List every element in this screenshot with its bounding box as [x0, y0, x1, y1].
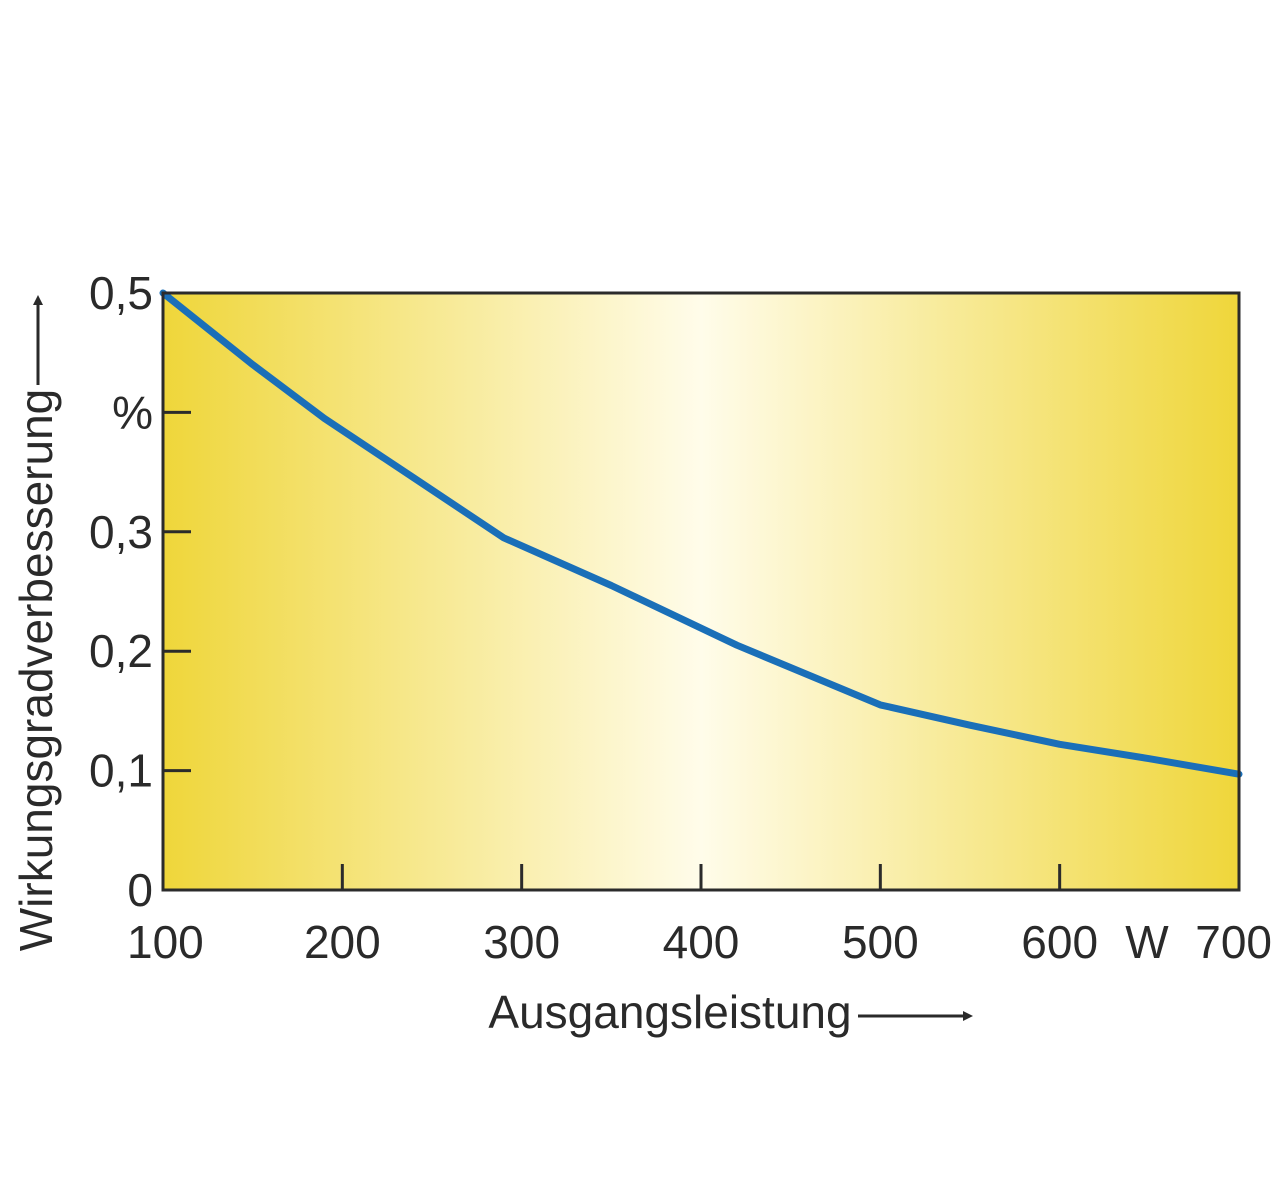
y-tick-label: 0,2	[89, 625, 153, 677]
y-axis-ticks: 0 0,1 0,2 0,3% 0,5	[89, 267, 191, 916]
x-tick-label: 500	[842, 916, 919, 968]
y-axis-title: Wirkungsgradverbesserung	[10, 389, 62, 952]
plot-background	[163, 293, 1239, 890]
x-tick-label: 600	[1021, 916, 1098, 968]
series-line	[159, 289, 1243, 778]
y-tick-label: %	[112, 386, 153, 438]
x-tick-label: 400	[663, 916, 740, 968]
x-axis-title: Ausgangsleistung	[488, 986, 851, 1038]
x-axis-ticks: 100 200 300 400 500 600 700	[127, 864, 1272, 968]
x-axis-unit: W	[1125, 916, 1169, 968]
y-tick-label: 0,1	[89, 745, 153, 797]
x-tick-label: 200	[304, 916, 381, 968]
y-tick-label: 0,5	[89, 267, 153, 319]
y-tick-label: 0	[127, 864, 153, 916]
x-tick-label: 300	[483, 916, 560, 968]
y-tick-label: 0,3	[89, 506, 153, 558]
x-tick-label: 700	[1195, 916, 1272, 968]
x-tick-label: 100	[127, 916, 204, 968]
